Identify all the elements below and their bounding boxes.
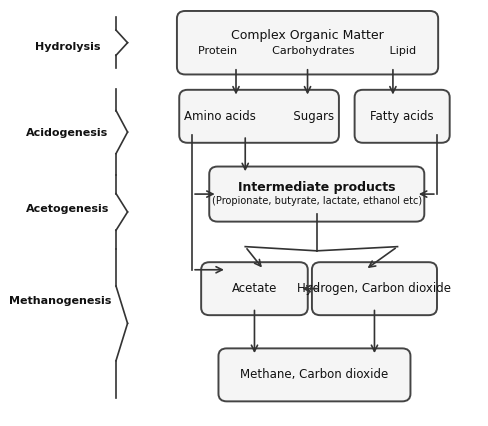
FancyBboxPatch shape — [201, 262, 308, 315]
FancyBboxPatch shape — [312, 262, 437, 315]
Text: Acetogenesis: Acetogenesis — [26, 204, 109, 214]
Text: Hydrogen, Carbon dioxide: Hydrogen, Carbon dioxide — [298, 282, 451, 295]
FancyBboxPatch shape — [209, 167, 424, 222]
Text: Acidogenesis: Acidogenesis — [26, 128, 109, 138]
Text: Methane, Carbon dioxide: Methane, Carbon dioxide — [240, 368, 388, 381]
Text: Acetate: Acetate — [232, 282, 277, 295]
Text: Methanogenesis: Methanogenesis — [9, 296, 112, 306]
FancyBboxPatch shape — [177, 11, 438, 75]
FancyBboxPatch shape — [179, 90, 339, 143]
Text: (Propionate, butyrate, lactate, ethanol etc): (Propionate, butyrate, lactate, ethanol … — [212, 196, 422, 206]
Text: Amino acids          Sugars: Amino acids Sugars — [184, 110, 334, 123]
FancyBboxPatch shape — [219, 348, 410, 401]
Text: Protein          Carbohydrates          Lipid: Protein Carbohydrates Lipid — [199, 46, 417, 56]
Text: Fatty acids: Fatty acids — [370, 110, 434, 123]
Text: Complex Organic Matter: Complex Organic Matter — [231, 29, 384, 42]
FancyBboxPatch shape — [355, 90, 449, 143]
Text: Intermediate products: Intermediate products — [238, 181, 395, 194]
Text: Hydrolysis: Hydrolysis — [35, 42, 101, 52]
